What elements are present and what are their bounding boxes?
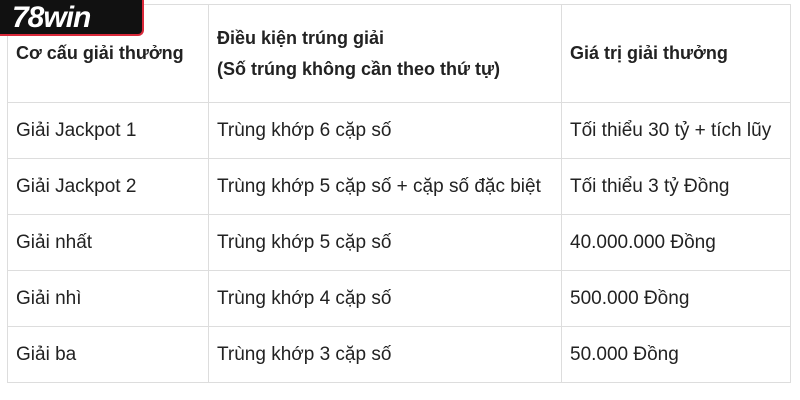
condition-cell: Trùng khớp 5 cặp số + cặp số đặc biệt (208, 158, 562, 215)
condition-cell: Trùng khớp 3 cặp số (208, 326, 562, 383)
prize-value-cell: 50.000 Đồng (561, 326, 791, 383)
prize-value-cell: Tối thiểu 3 tỷ Đồng (561, 158, 791, 215)
table-row: Giải ba Trùng khớp 3 cặp số 50.000 Đồng (7, 326, 791, 383)
header-prize-value: Giá trị giải thưởng (561, 4, 791, 103)
header-condition-line1: Điều kiện trúng giải (217, 27, 385, 48)
prize-name-cell: Giải ba (7, 326, 209, 383)
prize-name-cell: Giải Jackpot 1 (7, 102, 209, 159)
header-condition-line2: (Số trúng không cần theo thứ tự) (217, 58, 501, 79)
table-row: Giải nhì Trùng khớp 4 cặp số 500.000 Đồng (7, 270, 791, 327)
prize-name-cell: Giải Jackpot 2 (7, 158, 209, 215)
logo-78win: 78win (0, 0, 144, 36)
condition-cell: Trùng khớp 4 cặp số (208, 270, 562, 327)
header-winning-condition: Điều kiện trúng giải (Số trúng không cần… (208, 4, 562, 103)
prize-value-cell: 40.000.000 Đồng (561, 214, 791, 271)
prize-table: Cơ cấu giải thưởng Điều kiện trúng giải … (7, 4, 791, 383)
prize-value-cell: 500.000 Đồng (561, 270, 791, 327)
prize-name-cell: Giải nhất (7, 214, 209, 271)
table-row: Giải nhất Trùng khớp 5 cặp số 40.000.000 Đ… (7, 214, 791, 271)
condition-cell: Trùng khớp 5 cặp số (208, 214, 562, 271)
condition-cell: Trùng khớp 6 cặp số (208, 102, 562, 159)
prize-name-cell: Giải nhì (7, 270, 209, 327)
header-row: Cơ cấu giải thưởng Điều kiện trúng giải … (7, 4, 791, 103)
prize-value-cell: Tối thiểu 30 tỷ + tích lũy (561, 102, 791, 159)
table-row: Giải Jackpot 2 Trùng khớp 5 cặp số + cặp … (7, 158, 791, 215)
table-row: Giải Jackpot 1 Trùng khớp 6 cặp số Tối thi… (7, 102, 791, 159)
